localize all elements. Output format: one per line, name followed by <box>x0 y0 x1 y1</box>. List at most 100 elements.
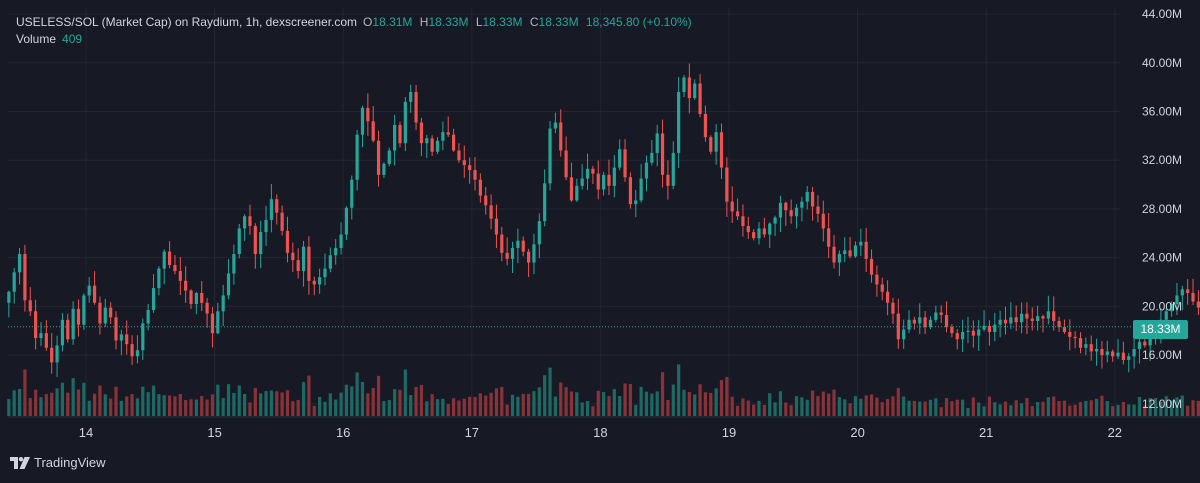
volume-bar <box>971 397 975 416</box>
volume-bar <box>618 396 622 416</box>
volume-bar <box>425 401 429 416</box>
candle-body <box>414 92 418 123</box>
volume-bar <box>173 396 177 416</box>
candle-body <box>746 226 750 233</box>
volume-bar <box>682 389 686 416</box>
candle-body <box>655 133 659 153</box>
candle-body <box>848 250 852 257</box>
candle-body <box>682 77 686 93</box>
symbol-title[interactable]: USELESS/SOL (Market Cap) on Raydium, 1h,… <box>16 15 358 29</box>
candle-body <box>264 219 268 233</box>
candle-body <box>371 121 375 141</box>
volume-bar <box>746 400 750 416</box>
volume-bar <box>768 393 772 416</box>
price-axis-tick-label: 12.00M <box>1142 397 1182 411</box>
candle-body <box>98 302 102 324</box>
volume-bar <box>505 404 509 416</box>
candle-body <box>1116 352 1120 357</box>
volume-bar <box>344 384 349 416</box>
volume-bar <box>703 392 708 416</box>
candle-body <box>323 268 327 278</box>
candle-body <box>398 124 402 144</box>
volume-bar <box>1196 400 1200 416</box>
volume-bar <box>189 399 193 416</box>
volume-bar <box>585 401 590 416</box>
volume-bar <box>784 402 788 416</box>
volume-bar <box>848 403 852 416</box>
volume-bar <box>312 405 316 416</box>
volume-bar <box>366 393 370 416</box>
candle-body <box>7 291 11 303</box>
candle-body <box>1132 349 1136 357</box>
candle-body <box>891 302 895 314</box>
volume-bar <box>719 380 724 416</box>
candle-body <box>478 179 482 196</box>
volume-bar <box>548 367 552 416</box>
volume-bar <box>301 382 306 416</box>
volume-bar <box>735 405 740 416</box>
volume-bar <box>666 399 670 416</box>
volume-bar <box>902 396 906 416</box>
volume-bar <box>1148 398 1152 416</box>
volume-bar <box>162 395 166 416</box>
volume-bar <box>510 394 515 416</box>
candle-body <box>28 300 32 312</box>
volume-bar <box>1025 397 1029 416</box>
candle-body <box>462 160 466 166</box>
volume-bar <box>660 372 665 416</box>
volume-bar <box>285 390 290 416</box>
legend-volume-row: Volume 409 <box>16 31 696 48</box>
volume-bar <box>1073 404 1077 416</box>
candle-body <box>821 213 825 229</box>
candle-body <box>907 319 911 330</box>
volume-bar <box>360 381 365 416</box>
candle-body <box>532 244 536 263</box>
volume-bar <box>1084 400 1088 416</box>
candle-body <box>639 178 643 201</box>
candle-body <box>484 195 488 206</box>
ohlc-low-value: 18.33M <box>482 15 523 29</box>
volume-bar <box>98 385 102 416</box>
candle-body <box>494 218 499 235</box>
candle-body <box>500 234 504 253</box>
tradingview-brand[interactable]: TradingView <box>10 455 106 470</box>
volume-bar <box>451 398 456 416</box>
candle-body <box>510 247 515 259</box>
volume-bar <box>1078 402 1083 416</box>
candle-body <box>864 241 868 259</box>
price-axis-tick-label: 24.00M <box>1142 251 1182 265</box>
candle-body <box>141 323 145 351</box>
candle-body <box>328 255 332 269</box>
candle-body <box>923 317 927 328</box>
volume-bar <box>875 397 879 416</box>
candle-body <box>1111 351 1115 357</box>
volume-value: 409 <box>62 32 83 46</box>
volume-bar <box>1019 403 1024 416</box>
volume-bar <box>521 393 525 416</box>
candle-body <box>666 174 670 186</box>
volume-bar <box>639 386 643 416</box>
time-axis[interactable]: 14 15 16 17 18 19 20 21 22 <box>8 416 1200 440</box>
ohlc-low-key: L <box>475 15 483 29</box>
ohlc-high-key: H <box>419 15 429 29</box>
candle-body <box>393 124 397 151</box>
volume-bar <box>500 386 504 416</box>
price-axis[interactable]: 44.00M 40.00M 36.00M 32.00M 28.00M 24.00M 20.0… <box>1142 7 1182 411</box>
candle-body <box>55 345 59 363</box>
candle-body <box>810 191 815 207</box>
volume-label[interactable]: Volume <box>16 32 57 46</box>
candle-body <box>977 329 981 336</box>
volume-bar <box>1121 401 1125 416</box>
volume-bar <box>141 386 145 416</box>
candle-body <box>516 240 520 248</box>
candle-body <box>607 174 611 186</box>
candle-body <box>628 177 633 205</box>
candle-body <box>1089 344 1093 352</box>
candle-body <box>660 133 665 175</box>
volume-bar <box>896 387 900 416</box>
candle-body <box>596 173 600 190</box>
volume-bar <box>307 375 311 416</box>
volume-bar <box>827 393 831 416</box>
